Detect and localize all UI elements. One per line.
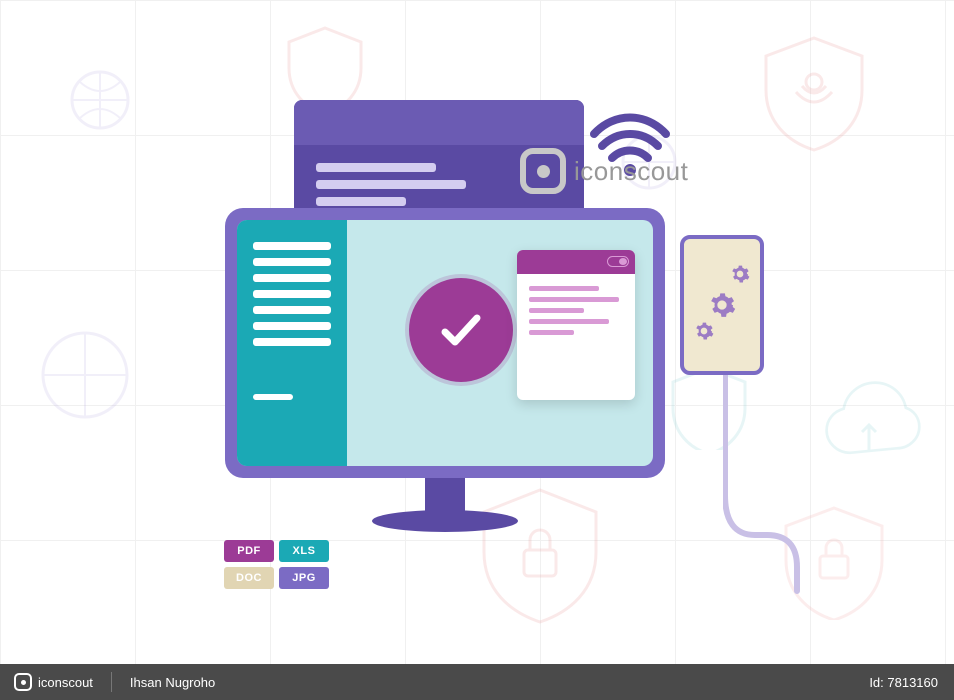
cable-icon xyxy=(723,375,803,595)
note-line xyxy=(529,308,584,313)
sidebar-line xyxy=(253,290,331,298)
gear-icon xyxy=(730,264,750,284)
footer-bar: iconscout Ihsan Nugroho Id: 7813160 xyxy=(0,664,954,700)
sidebar-line xyxy=(253,242,331,250)
sidebar-short-line xyxy=(253,394,293,400)
phone-device xyxy=(680,235,764,375)
footer-id: Id: 7813160 xyxy=(853,675,954,690)
footer-brand: iconscout xyxy=(0,673,107,691)
note-line xyxy=(529,319,609,324)
checkmark-badge-icon xyxy=(409,278,513,382)
monitor-screen xyxy=(237,220,653,466)
file-badge-jpg: JPG xyxy=(279,567,329,589)
monitor xyxy=(225,208,665,478)
footer-author: Ihsan Nugroho xyxy=(116,675,229,690)
watermark-center: iconscout xyxy=(520,148,688,194)
doc-line xyxy=(316,163,436,172)
sidebar-panel xyxy=(237,220,347,466)
doc-line xyxy=(316,180,466,189)
note-header xyxy=(517,250,635,274)
sidebar-line xyxy=(253,306,331,314)
file-badge-xls: XLS xyxy=(279,540,329,562)
note-card xyxy=(517,250,635,400)
note-lines xyxy=(517,274,635,353)
footer-brand-text: iconscout xyxy=(38,675,93,690)
watermark-logo-icon xyxy=(520,148,566,194)
note-line xyxy=(529,330,574,335)
file-badge-doc: DOC xyxy=(224,567,274,589)
monitor-stand-base xyxy=(372,510,518,532)
back-document-header xyxy=(294,100,584,145)
file-badge-pdf: PDF xyxy=(224,540,274,562)
doc-line xyxy=(316,197,406,206)
toggle-icon xyxy=(607,256,629,267)
sidebar-line xyxy=(253,338,331,346)
note-line xyxy=(529,286,599,291)
footer-separator xyxy=(111,672,112,692)
file-type-badges: PDFXLSDOCJPG xyxy=(224,540,329,589)
sidebar-line xyxy=(253,258,331,266)
main-panel xyxy=(347,220,653,466)
sidebar-line xyxy=(253,322,331,330)
sidebar-line xyxy=(253,274,331,282)
gear-icon xyxy=(694,321,714,341)
note-line xyxy=(529,297,619,302)
gear-icon xyxy=(708,291,736,319)
illustration-stage: iconscout xyxy=(0,0,954,700)
watermark-brand-text: iconscout xyxy=(574,156,688,187)
footer-logo-icon xyxy=(14,673,32,691)
